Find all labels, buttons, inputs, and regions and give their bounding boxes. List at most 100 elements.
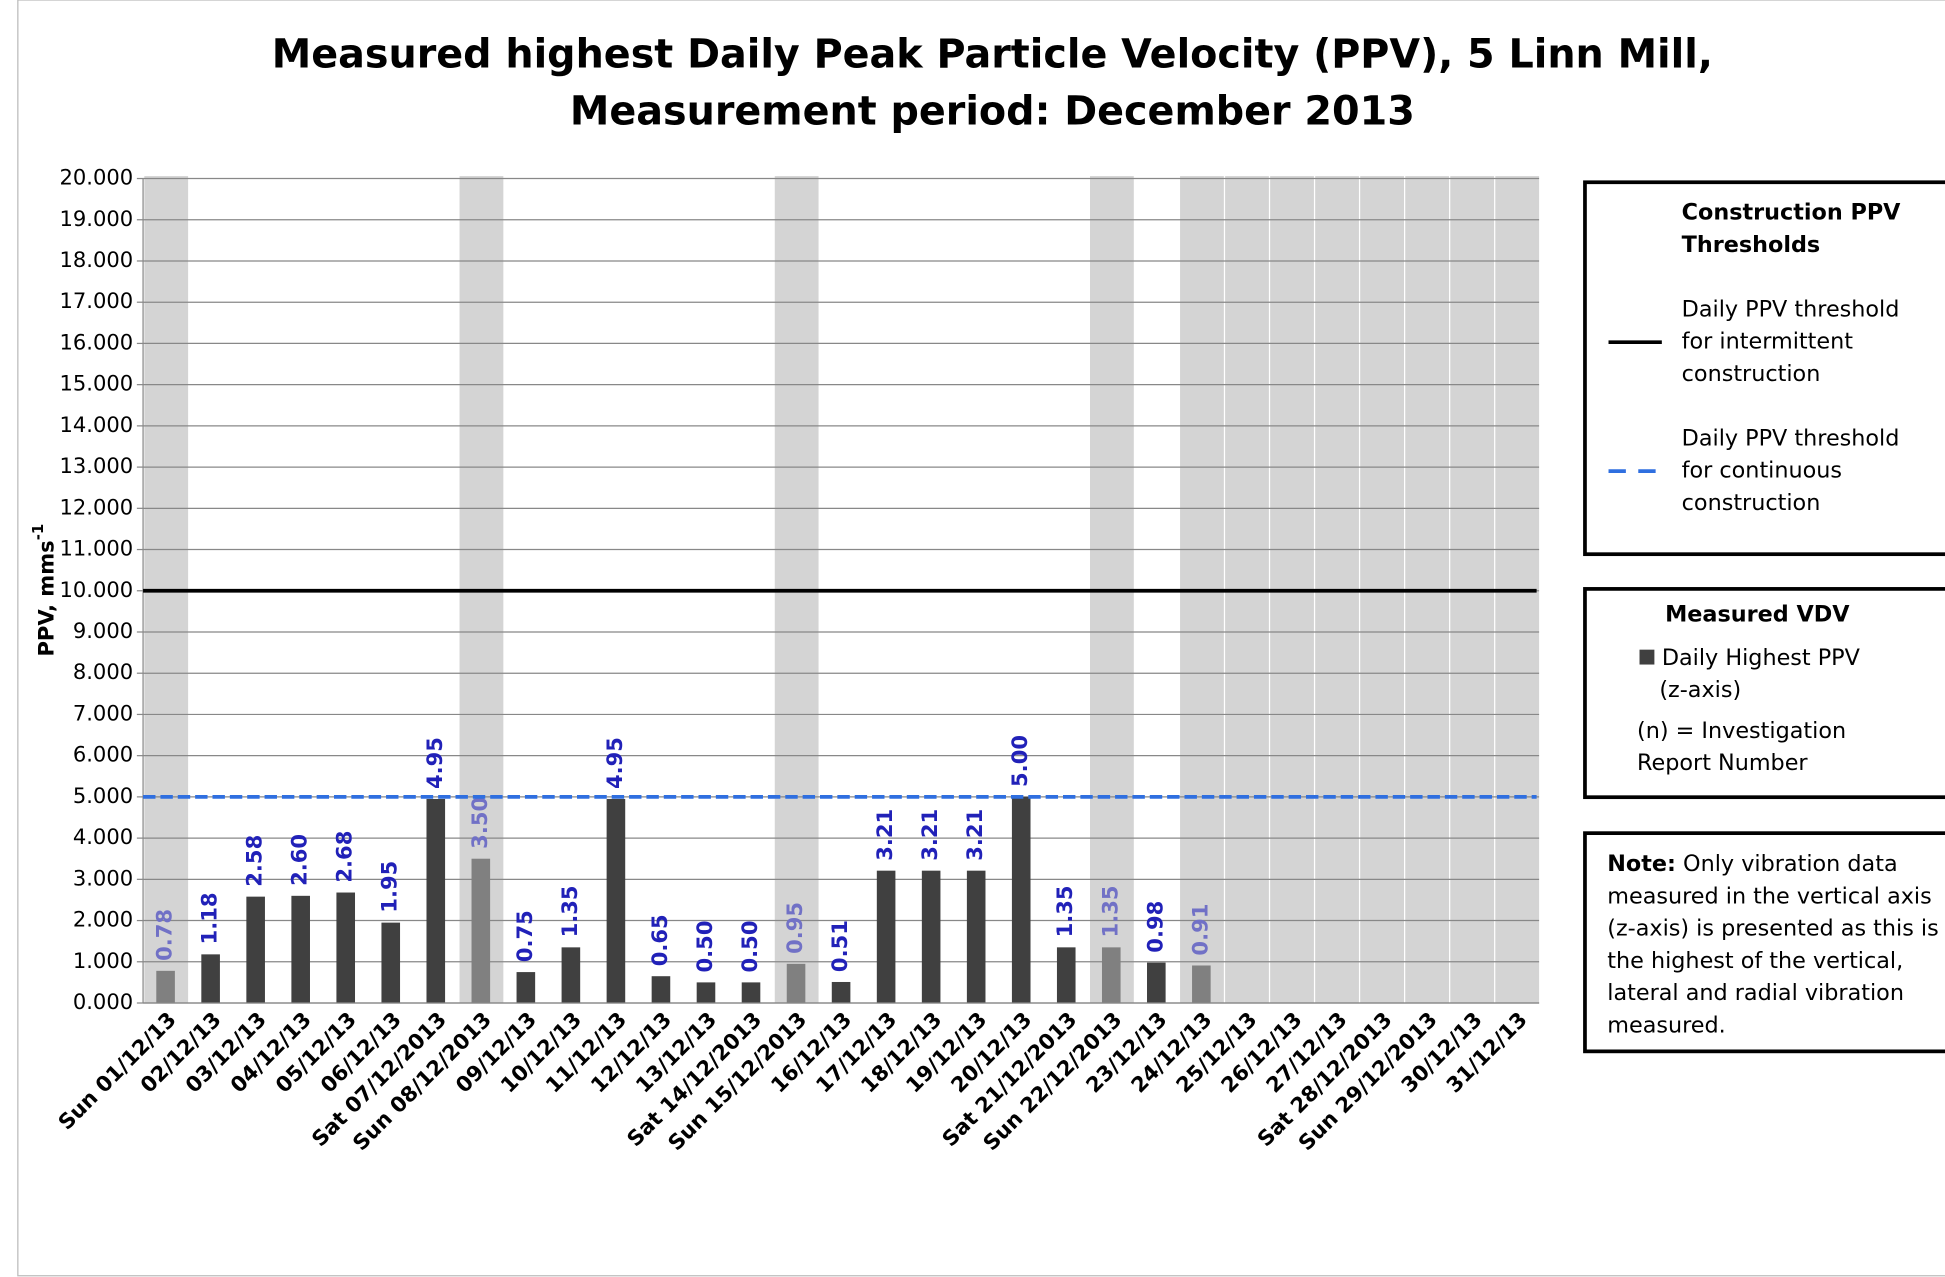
y-tick-label: 5.000 [73,783,133,808]
legend-label: (z-axis) [1659,677,1741,703]
legend-title: Measured VDV [1665,601,1850,627]
data-label: 0.65 [647,914,672,966]
note-line: the highest of the vertical, [1607,947,1903,973]
data-label: 1.18 [197,892,222,944]
data-label: 3.21 [962,809,987,861]
data-label: 1.35 [557,885,582,937]
bar [561,947,581,1004]
bar [516,972,536,1004]
data-label: 0.75 [512,910,537,962]
note-box [1583,831,1945,1054]
y-tick-label: 2.000 [73,907,133,932]
note-line: Only vibration data [1676,851,1898,877]
data-label: 2.60 [287,834,312,886]
data-label: 4.95 [602,737,627,789]
bar [1056,947,1076,1004]
bar [1101,947,1121,1004]
bar [921,870,941,1004]
bar [696,982,716,1004]
note-text: lateral and radial vibration [1607,980,1904,1006]
bar [966,870,986,1004]
series-legend-box [1583,587,1945,800]
note-text: measured in the vertical axis [1607,883,1931,909]
legend-title: Thresholds [1682,232,1821,258]
chart-frame [17,0,1945,1277]
y-tick-label: 7.000 [73,700,133,725]
legend-label: Daily PPV threshold [1682,425,1900,451]
y-tick-label: 17.000 [59,288,133,313]
note-line: measured in the vertical axis [1607,883,1931,909]
data-label: 2.58 [242,835,267,887]
data-label: 3.21 [872,809,897,861]
chart-title: Measured highest Daily Peak Particle Vel… [272,32,1713,78]
y-tick-label: 4.000 [73,824,133,849]
y-tick-label: 16.000 [59,329,133,354]
legend-note: (n) = Investigation [1637,718,1846,744]
data-label: 4.95 [422,737,447,789]
y-tick-label: 9.000 [73,618,133,643]
y-tick-label: 20.000 [59,165,133,190]
legend-title: Construction PPV [1682,200,1902,226]
bar [1011,796,1031,1004]
bar [471,858,491,1004]
data-label: 0.51 [827,920,852,972]
bar [831,981,851,1004]
y-tick-label: 1.000 [73,948,133,973]
legend-label: for intermittent [1682,329,1854,355]
bar [201,954,220,1004]
bar [1192,965,1211,1004]
bar [291,895,310,1004]
data-label: 0.95 [782,902,807,954]
y-tick-label: 13.000 [59,453,133,478]
bar [426,798,446,1004]
data-label: 3.21 [917,809,942,861]
y-tick-label: 18.000 [59,247,133,272]
y-tick-label: 11.000 [59,536,133,561]
y-tick-label: 0.000 [73,989,133,1014]
note-text: the highest of the vertical, [1607,947,1903,973]
legend-label: Daily PPV threshold [1682,296,1900,322]
bar [336,892,356,1004]
bar [606,798,626,1004]
data-label: 2.68 [332,831,357,883]
note-text: measured. [1607,1012,1725,1038]
data-label: 5.00 [1007,735,1032,787]
legend-label: construction [1682,361,1821,387]
bar [1147,962,1166,1004]
y-tick-label: 3.000 [73,865,133,890]
y-tick-label: 14.000 [59,412,133,437]
legend-label: construction [1682,490,1821,516]
data-label: 0.50 [692,921,717,973]
note-label: Note: [1607,851,1676,877]
data-label: 3.50 [467,797,492,849]
data-label: 1.35 [1052,885,1077,937]
note-line: lateral and radial vibration [1607,980,1904,1006]
chart-title: Measurement period: December 2013 [570,89,1415,135]
note-line: (z-axis) is presented as this is [1607,915,1938,941]
note-line: measured. [1607,1012,1725,1038]
y-tick-label: 19.000 [59,206,133,231]
y-tick-label: 12.000 [59,494,133,519]
legend-label: Daily Highest PPV [1662,645,1861,671]
bar [786,963,806,1004]
bar [741,982,761,1004]
data-label: 1.95 [377,861,402,913]
bar [381,922,401,1004]
y-axis-label: PPV, mms-1 [29,524,59,657]
legend-swatch [1639,649,1655,665]
bar [246,896,265,1004]
data-label: 1.35 [1097,885,1122,937]
data-label: 0.50 [737,921,762,973]
legend-label: for continuous [1682,458,1842,484]
y-tick-label: 10.000 [59,577,133,602]
y-tick-label: 8.000 [73,659,133,684]
note-text: (z-axis) is presented as this is [1607,915,1938,941]
y-axis-label-sup: -1 [29,524,47,541]
data-label: 0.91 [1187,904,1212,956]
data-label: 0.98 [1142,901,1167,953]
bar [876,870,896,1004]
y-tick-label: 15.000 [59,371,133,396]
legend-note: Report Number [1637,750,1808,776]
bar [651,976,671,1004]
